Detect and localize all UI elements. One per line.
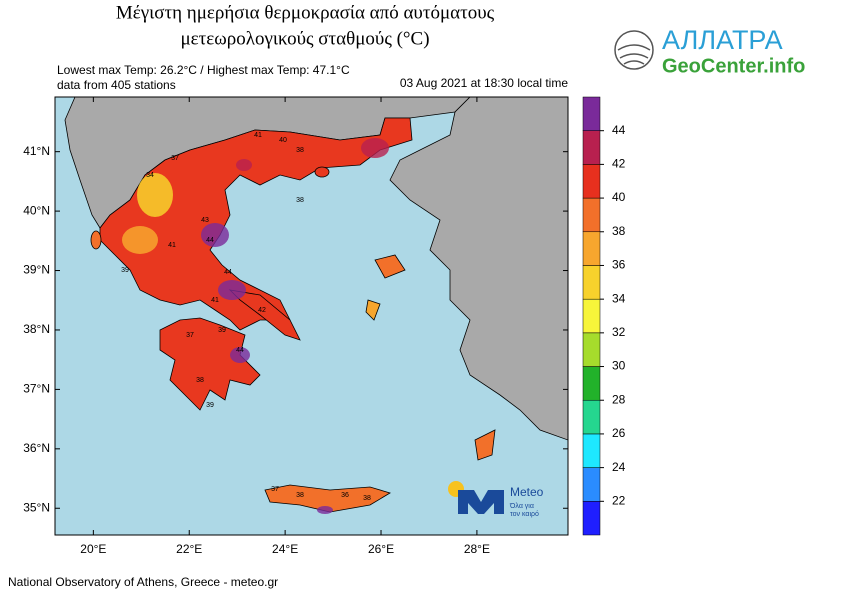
x-tick-label: 24°E xyxy=(272,542,298,556)
colorbar-segment xyxy=(582,197,601,233)
station-value: 40 xyxy=(279,137,287,144)
meteo-m xyxy=(458,490,504,514)
crete xyxy=(264,484,391,513)
timestamp: 03 Aug 2021 at 18:30 local time xyxy=(400,76,568,90)
colorbar-segment xyxy=(582,332,601,367)
meteo-text: Meteo xyxy=(510,485,544,499)
station-value: 38 xyxy=(363,495,371,502)
hot-spot xyxy=(218,280,246,300)
station-value: 36 xyxy=(341,492,349,499)
colorbar-label: 42 xyxy=(612,157,626,171)
colorbar-label: 34 xyxy=(612,291,626,305)
meteo-tagline: τον καιρό xyxy=(510,510,539,518)
station-value: 37 xyxy=(271,486,279,493)
station-labels: 41 40 38 37 34 38 43 44 41 39 44 41 42 37 39 44 38 39 37 38… xyxy=(121,132,371,502)
evia xyxy=(228,289,301,341)
station-value: 37 xyxy=(186,332,194,339)
y-tick-label: 36°N xyxy=(23,441,50,455)
x-tick-label: 22°E xyxy=(176,542,202,556)
station-value: 44 xyxy=(206,237,214,244)
colorbar-label: 32 xyxy=(612,325,626,339)
y-tick-label: 41°N xyxy=(23,144,50,158)
colorbar-segment xyxy=(582,265,601,300)
station-value: 37 xyxy=(171,155,179,162)
turkey xyxy=(389,97,568,441)
station-value: 39 xyxy=(206,402,214,409)
station-value: 42 xyxy=(258,307,266,314)
title-line-1: Μέγιστη ημερήσια θερμοκρασία από αυτόματ… xyxy=(116,2,495,23)
y-tick-label: 35°N xyxy=(23,500,50,514)
stations-count: data from 405 stations xyxy=(57,78,176,92)
colorbar-segment xyxy=(582,399,601,435)
allatra-text: АЛЛАТРА xyxy=(662,25,783,55)
warm-zone xyxy=(122,226,158,254)
allatra-logo: АЛЛАТРА GeoCenter.info xyxy=(614,25,805,77)
colorbar-label: 24 xyxy=(612,460,626,474)
colorbar-segment xyxy=(582,231,601,266)
logo-waves xyxy=(617,44,651,65)
colorbar-label: 44 xyxy=(612,123,626,137)
colorbar-label: 36 xyxy=(612,258,626,272)
y-tick-label: 39°N xyxy=(23,263,50,277)
colorbar-segment xyxy=(582,298,601,334)
footer: National Observatory of Athens, Greece -… xyxy=(8,575,278,589)
colorbar-label: 28 xyxy=(612,392,626,406)
station-value: 34 xyxy=(146,172,154,179)
hot-spot xyxy=(236,159,252,171)
map: Meteo Όλα για τον καιρό 41 40 38 37 34 38 43 44… xyxy=(55,97,568,535)
summary: Lowest max Temp: 26.2°C / Highest max Te… xyxy=(57,63,350,77)
corfu xyxy=(90,230,102,250)
colorbar-label: 38 xyxy=(612,224,626,238)
station-value: 41 xyxy=(168,242,176,249)
rhodes xyxy=(474,429,496,461)
colorbar: 22 24 26 28 30 32 34 36 38 40 42 44 xyxy=(582,96,626,536)
map-frame xyxy=(54,96,569,536)
hot-spot xyxy=(361,138,389,158)
station-value: 43 xyxy=(201,217,209,224)
colorbar-segment xyxy=(582,501,601,536)
x-tick-label: 20°E xyxy=(80,542,106,556)
station-value: 38 xyxy=(196,377,204,384)
title-line-2: μετεωρολογικούς σταθμούς (°C) xyxy=(180,28,429,49)
hot-spot xyxy=(230,347,250,363)
colorbar-label: 26 xyxy=(612,426,626,440)
geocenter-text: GeoCenter.info xyxy=(662,55,805,77)
colorbar-segment xyxy=(582,433,601,468)
station-value: 38 xyxy=(296,197,304,204)
mainland xyxy=(99,117,413,331)
chios xyxy=(365,299,381,321)
station-value: 38 xyxy=(296,147,304,154)
colorbar-segment xyxy=(582,96,601,131)
colorbar-label: 22 xyxy=(612,493,626,507)
y-tick-label: 37°N xyxy=(23,382,50,396)
peloponnese xyxy=(159,317,261,411)
meteo-tagline: Όλα για xyxy=(509,503,534,510)
x-tick-label: 28°E xyxy=(464,542,490,556)
colorbar-segment xyxy=(582,467,601,502)
cool-zone xyxy=(137,173,173,217)
hot-spot xyxy=(317,506,333,514)
y-tick-label: 40°N xyxy=(23,203,50,217)
station-value: 39 xyxy=(218,327,226,334)
station-value: 38 xyxy=(296,492,304,499)
station-value: 41 xyxy=(254,132,262,139)
station-value: 44 xyxy=(224,269,232,276)
y-tick-label: 38°N xyxy=(23,322,50,336)
station-value: 44 xyxy=(236,347,244,354)
hot-spot xyxy=(201,223,229,247)
colorbar-segment xyxy=(582,130,601,165)
station-value: 41 xyxy=(211,297,219,304)
lesvos xyxy=(374,254,406,279)
station-value: 39 xyxy=(121,267,129,274)
colorbar-label: 30 xyxy=(612,359,626,373)
meteo-logo: Meteo Όλα για τον καιρό xyxy=(448,481,544,518)
colorbar-segment xyxy=(582,164,601,199)
colorbar-label: 40 xyxy=(612,190,626,204)
colorbar-segment xyxy=(582,366,601,401)
logo-ring xyxy=(614,30,654,70)
x-tick-label: 26°E xyxy=(368,542,394,556)
map-axes: 20°E 22°E 24°E 26°E 28°E 35°N 36°N 37°N 38°N 39°N… xyxy=(23,97,568,556)
thasos xyxy=(314,166,330,178)
